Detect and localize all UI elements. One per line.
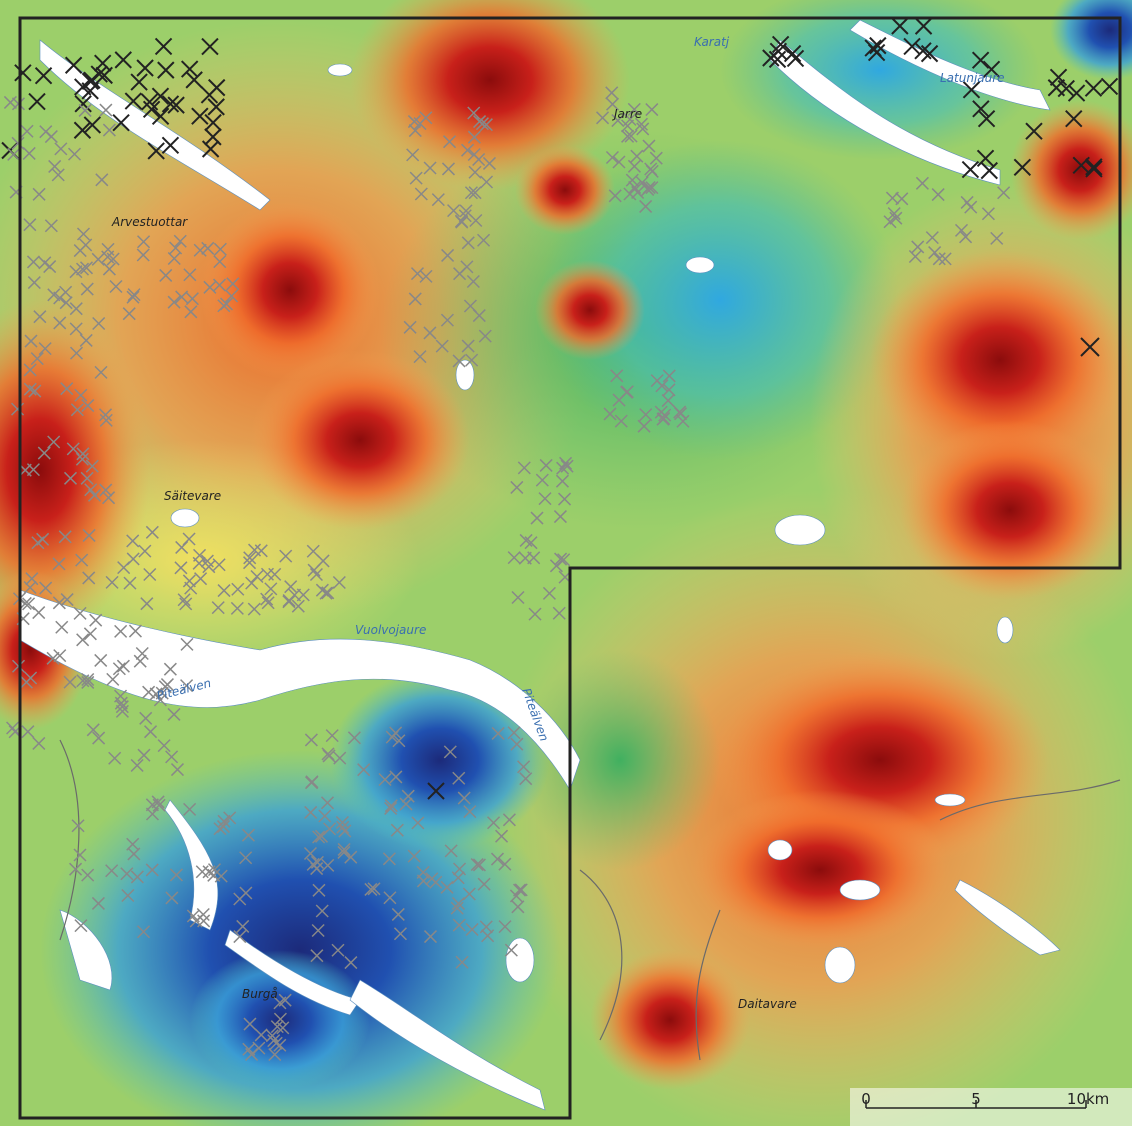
- scale-label: 0: [861, 1090, 871, 1108]
- place-label: Säitevare: [164, 489, 221, 503]
- place-label: Jarre: [612, 107, 642, 121]
- place-label: Arvestuottar: [111, 215, 188, 229]
- scale-label: 10: [1067, 1090, 1086, 1108]
- water-label: Vuolvojaure: [355, 623, 426, 637]
- water-label: Latunjaure: [940, 71, 1005, 85]
- scale-bar: 0 5 10km: [850, 1088, 1132, 1126]
- scale-unit: km: [1086, 1090, 1109, 1108]
- scale-label: 5: [971, 1090, 981, 1108]
- water-label: Karatj: [694, 35, 730, 49]
- place-label: Burgå: [242, 987, 278, 1001]
- place-label: Daitavare: [738, 997, 797, 1011]
- map: Karatj Latunjaure Vuolvojaure Piteälven …: [0, 0, 1132, 1126]
